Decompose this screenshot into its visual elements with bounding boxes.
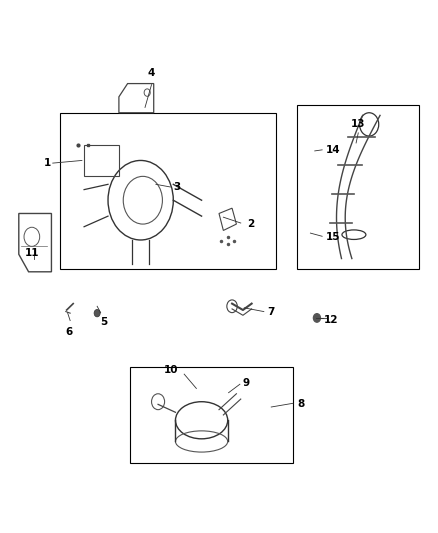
Text: 2: 2 xyxy=(247,219,254,229)
Text: 12: 12 xyxy=(323,314,338,325)
Bar xyxy=(130,367,293,463)
Text: 7: 7 xyxy=(267,306,274,317)
Text: 4: 4 xyxy=(148,68,155,78)
Text: 15: 15 xyxy=(325,232,340,243)
Text: 14: 14 xyxy=(325,145,340,155)
Text: 13: 13 xyxy=(351,119,366,128)
Text: 11: 11 xyxy=(25,248,39,258)
Circle shape xyxy=(94,310,100,317)
Text: 10: 10 xyxy=(164,365,178,375)
Bar xyxy=(60,113,276,269)
Text: 1: 1 xyxy=(44,158,51,168)
Text: 5: 5 xyxy=(100,317,107,327)
Text: 8: 8 xyxy=(297,399,304,409)
Bar xyxy=(297,105,419,269)
Circle shape xyxy=(314,314,321,322)
Text: 6: 6 xyxy=(65,327,72,337)
Text: 3: 3 xyxy=(173,182,180,192)
Text: 9: 9 xyxy=(243,378,250,388)
